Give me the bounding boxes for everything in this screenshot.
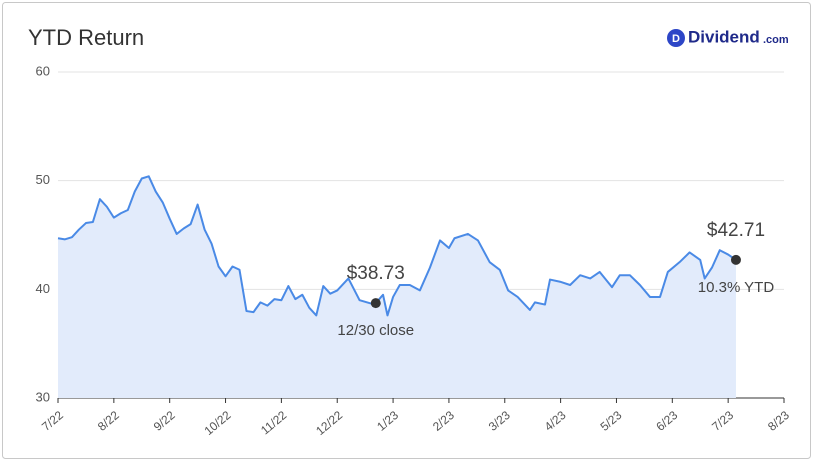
y-tick-label: 50 — [36, 172, 50, 187]
line — [57, 175, 737, 317]
annotation-value: $42.71 — [707, 220, 765, 241]
y-tick-label: 30 — [36, 389, 50, 404]
logo-circle — [667, 29, 685, 47]
chart-title: YTD Return — [28, 25, 144, 50]
annotation-marker — [370, 298, 381, 309]
annotation-marker — [730, 254, 741, 265]
logo-name: Dividend — [688, 27, 760, 46]
annotation-value: $38.73 — [347, 263, 405, 284]
logo-suffix: .com — [763, 34, 789, 46]
y-tick-label: 60 — [36, 63, 50, 78]
annotation-note: 10.3% YTD — [698, 279, 775, 296]
y-tick-label: 40 — [36, 281, 50, 296]
annotation-note: 12/30 close — [337, 322, 414, 339]
area — [58, 176, 736, 398]
logo-icon: D — [672, 33, 680, 45]
logo: D Dividend .com — [667, 27, 789, 47]
